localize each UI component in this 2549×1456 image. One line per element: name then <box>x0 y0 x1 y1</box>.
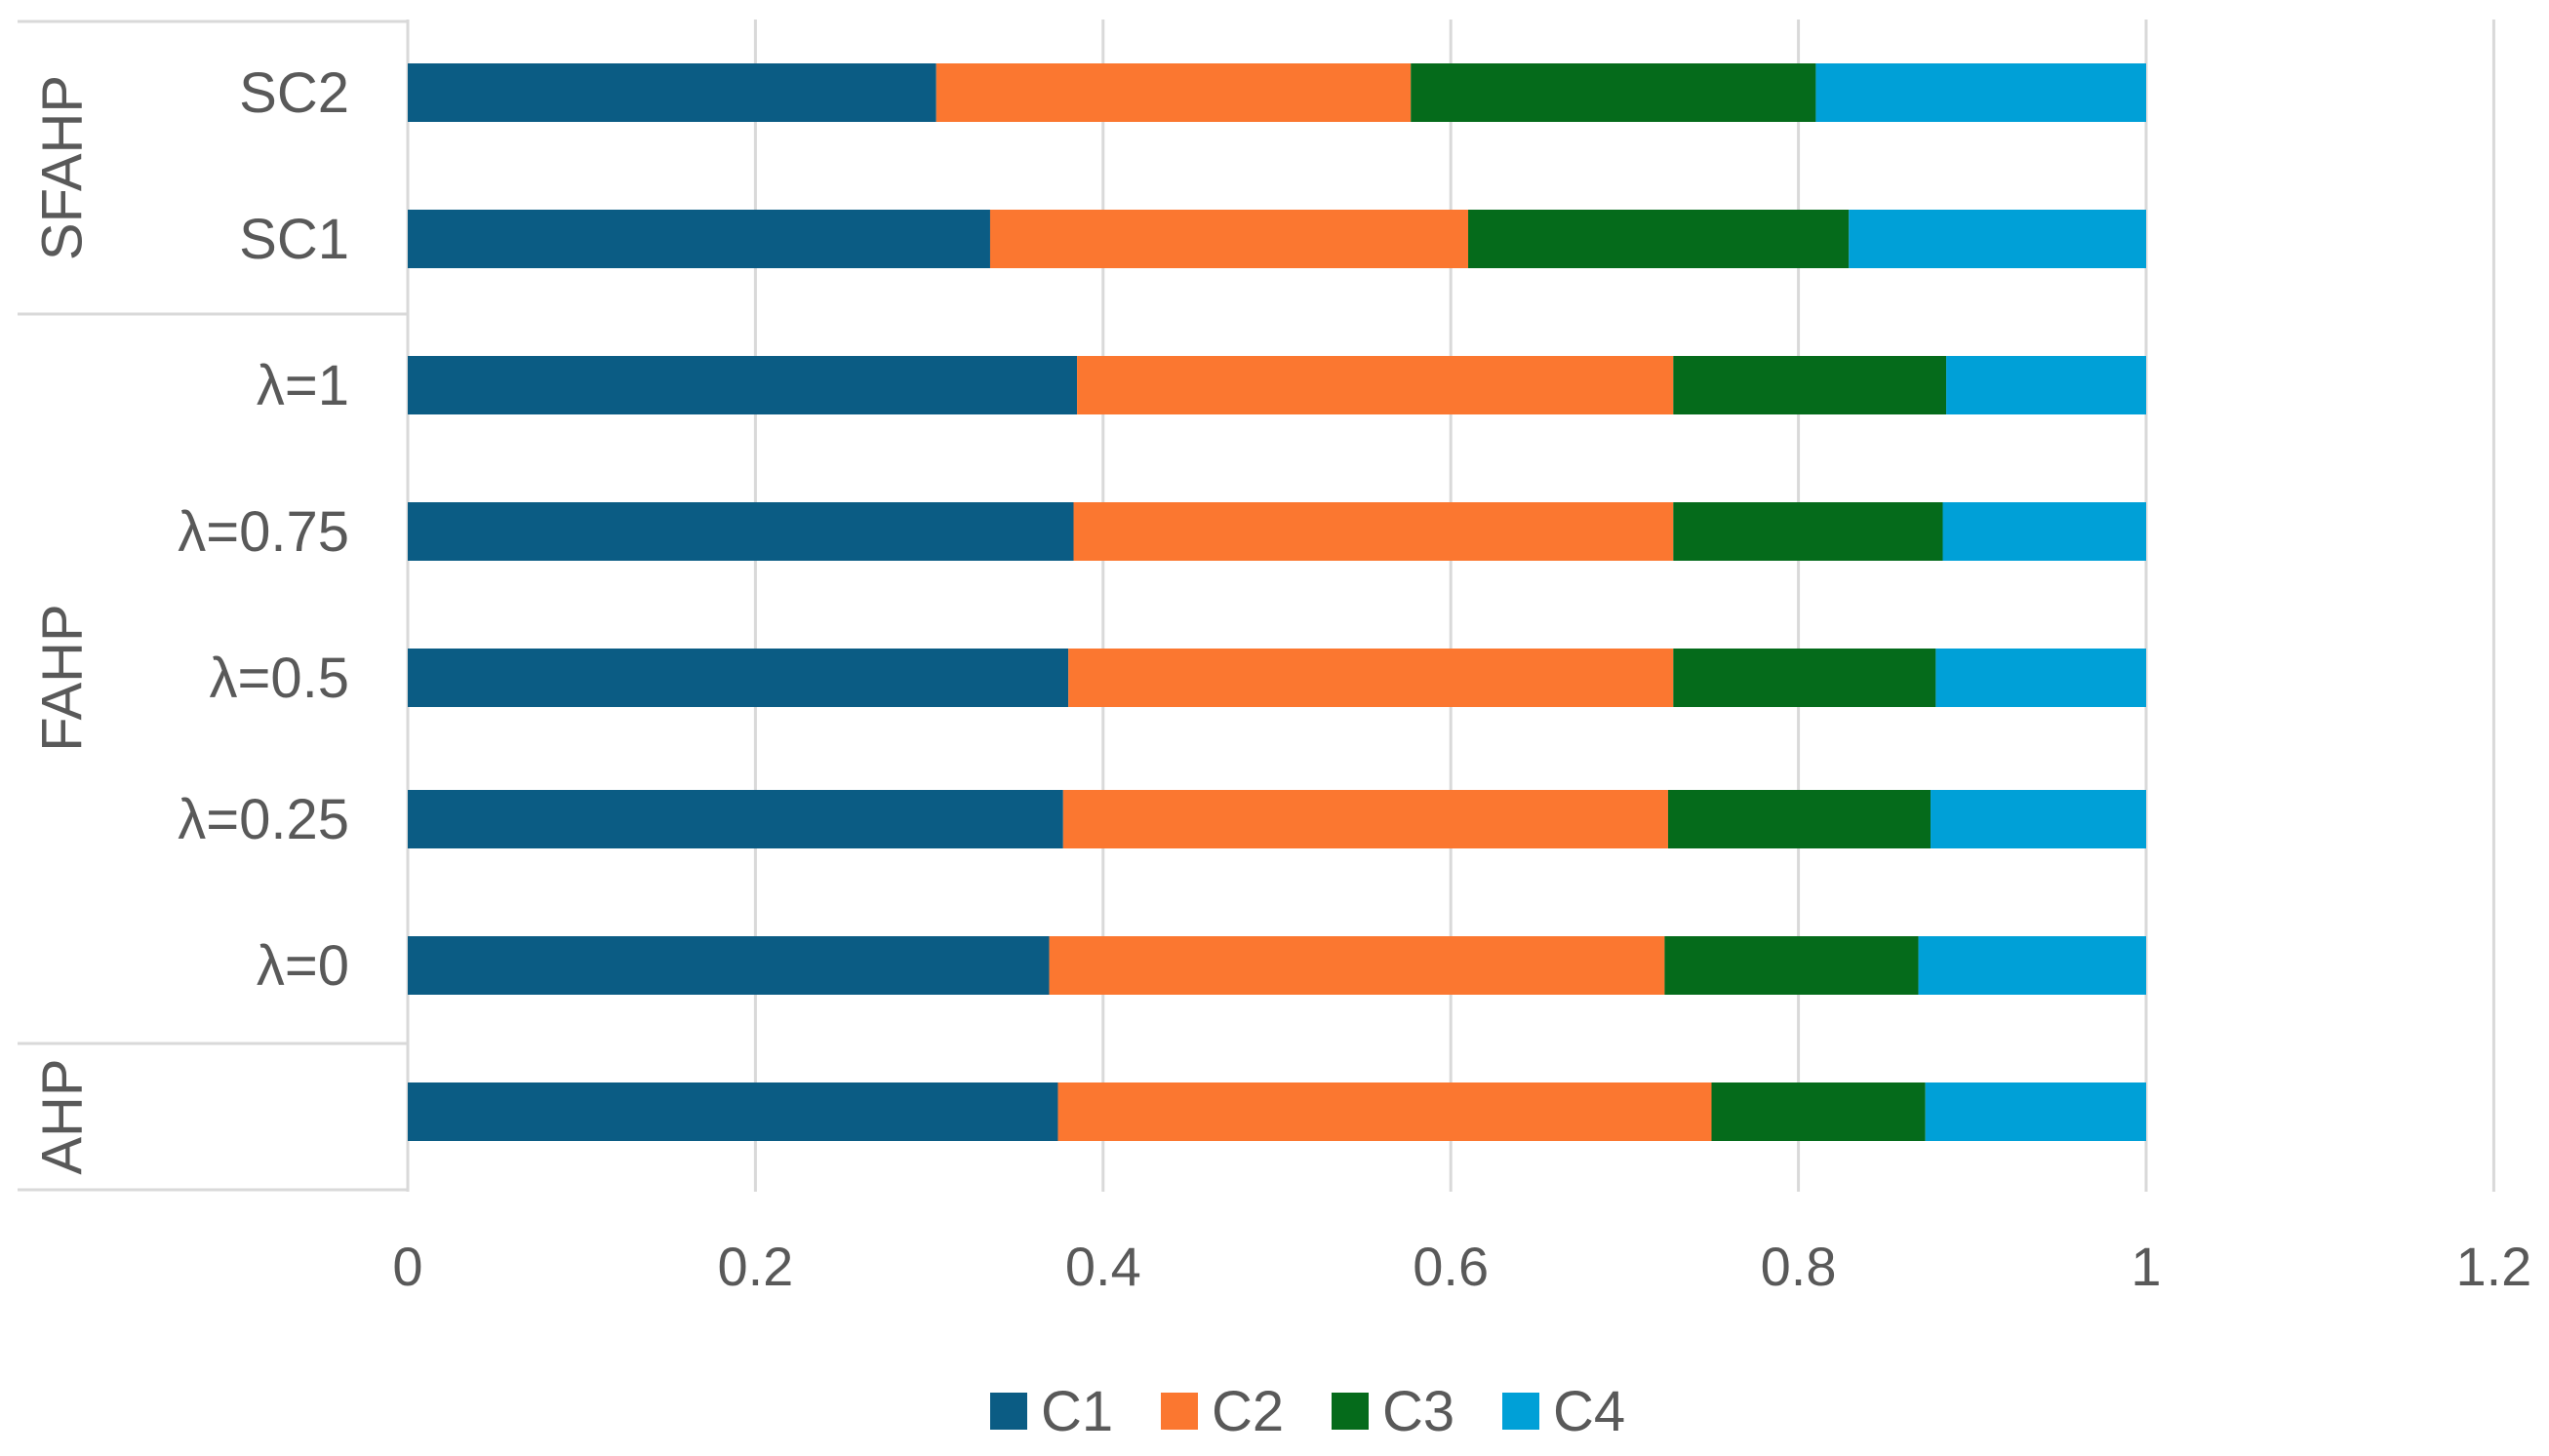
category-labels: SC2 SC1 λ=1 λ=0.75 λ=0.5 λ=0.25 λ=0 <box>178 61 349 998</box>
legend: C1 C2 C3 C4 <box>990 1380 1625 1443</box>
category-label: SC2 <box>239 61 349 125</box>
bar-segment-c4 <box>1815 63 2146 122</box>
bar-segment-c3 <box>1673 649 1936 707</box>
bar-segment-c2 <box>1057 1082 1712 1141</box>
legend-label-c2: C2 <box>1212 1380 1284 1443</box>
bar-segment-c2 <box>1073 502 1674 561</box>
bar-segment-c2 <box>936 63 1412 122</box>
bar-segment-c4 <box>1849 210 2146 268</box>
bar-segment-c3 <box>1711 1082 1926 1141</box>
bar-segment-c3 <box>1468 210 1850 268</box>
bar-segment-c3 <box>1411 63 1816 122</box>
bar-segment-c3 <box>1673 502 1943 561</box>
bar-segment-c1 <box>408 63 936 122</box>
bar-segment-c1 <box>408 649 1069 707</box>
category-label: SC1 <box>239 208 349 271</box>
category-label: λ=0.5 <box>210 647 350 710</box>
group-labels: SFAHP FAHP AHP <box>30 75 94 1175</box>
legend-label-c3: C3 <box>1382 1380 1454 1443</box>
category-label: λ=1 <box>257 354 349 417</box>
x-tick-label: 1.2 <box>2455 1236 2531 1297</box>
category-label: λ=0.75 <box>178 500 349 564</box>
bar-segment-c3 <box>1664 936 1919 995</box>
group-label: SFAHP <box>30 75 94 260</box>
bar-segment-c4 <box>1918 936 2146 995</box>
bar-segment-c2 <box>1068 649 1674 707</box>
legend-label-c4: C4 <box>1553 1380 1625 1443</box>
gridlines <box>406 20 2495 1192</box>
bar-segment-c2 <box>1077 356 1674 414</box>
bar-segment-c4 <box>1925 1082 2146 1141</box>
bar-segment-c4 <box>1935 649 2146 707</box>
x-tick-label: 1 <box>2131 1236 2161 1297</box>
bar-segment-c3 <box>1673 356 1947 414</box>
x-tick-label: 0.6 <box>1413 1236 1489 1297</box>
legend-swatch-c4 <box>1502 1393 1539 1430</box>
legend-label-c1: C1 <box>1041 1380 1113 1443</box>
x-tick-label: 0 <box>392 1236 422 1297</box>
bar-segment-c1 <box>408 356 1078 414</box>
category-label: λ=0 <box>257 934 349 998</box>
bar-segment-c2 <box>1062 790 1668 848</box>
bar-segment-c4 <box>1946 356 2146 414</box>
x-tick-label: 0.2 <box>717 1236 793 1297</box>
group-label: FAHP <box>30 604 94 752</box>
group-label: AHP <box>30 1058 94 1174</box>
x-axis-tick-labels: 0 0.2 0.4 0.6 0.8 1 1.2 <box>392 1236 2531 1297</box>
bar-segment-c1 <box>408 936 1050 995</box>
bar-segment-c2 <box>1049 936 1665 995</box>
bar-segment-c3 <box>1667 790 1932 848</box>
bar-segment-c4 <box>1942 502 2146 561</box>
bar-segment-c1 <box>408 1082 1058 1141</box>
x-tick-label: 0.4 <box>1065 1236 1141 1297</box>
bars <box>408 63 2146 1141</box>
category-separators <box>18 20 408 1192</box>
bar-segment-c1 <box>408 790 1063 848</box>
legend-swatch-c3 <box>1332 1393 1369 1430</box>
legend-swatch-c1 <box>990 1393 1027 1430</box>
bar-segment-c1 <box>408 210 990 268</box>
bar-segment-c1 <box>408 502 1074 561</box>
bar-segment-c4 <box>1931 790 2146 848</box>
x-tick-label: 0.8 <box>1761 1236 1837 1297</box>
legend-swatch-c2 <box>1161 1393 1198 1430</box>
category-label: λ=0.25 <box>178 788 349 851</box>
bar-segment-c2 <box>989 210 1469 268</box>
